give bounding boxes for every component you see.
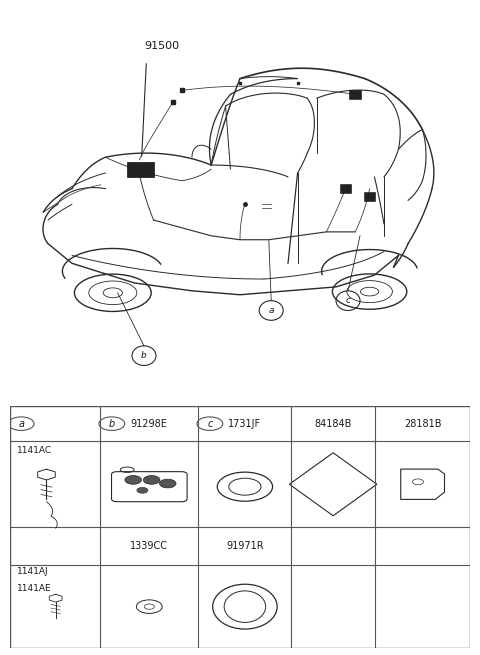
Text: 1141AE: 1141AE xyxy=(16,584,51,593)
Text: a: a xyxy=(268,306,274,315)
Text: 84184B: 84184B xyxy=(314,419,352,428)
Text: 91298E: 91298E xyxy=(130,419,167,428)
Text: 1339CC: 1339CC xyxy=(130,541,168,551)
Text: c: c xyxy=(207,419,213,428)
Circle shape xyxy=(137,487,148,493)
Text: 1731JF: 1731JF xyxy=(228,419,262,428)
Bar xyxy=(364,192,375,201)
Text: 91500: 91500 xyxy=(144,41,179,51)
Text: 1141AJ: 1141AJ xyxy=(16,567,48,576)
Bar xyxy=(349,90,361,99)
Bar xyxy=(127,162,154,177)
Text: 91971R: 91971R xyxy=(226,541,264,551)
Text: b: b xyxy=(141,351,147,360)
Bar xyxy=(340,184,351,193)
Text: b: b xyxy=(108,419,115,428)
Text: c: c xyxy=(346,296,350,305)
Circle shape xyxy=(125,476,142,484)
Text: 28181B: 28181B xyxy=(404,419,441,428)
Text: a: a xyxy=(18,419,24,428)
Circle shape xyxy=(144,476,160,484)
Text: 1141AC: 1141AC xyxy=(16,446,52,455)
Circle shape xyxy=(159,479,176,488)
